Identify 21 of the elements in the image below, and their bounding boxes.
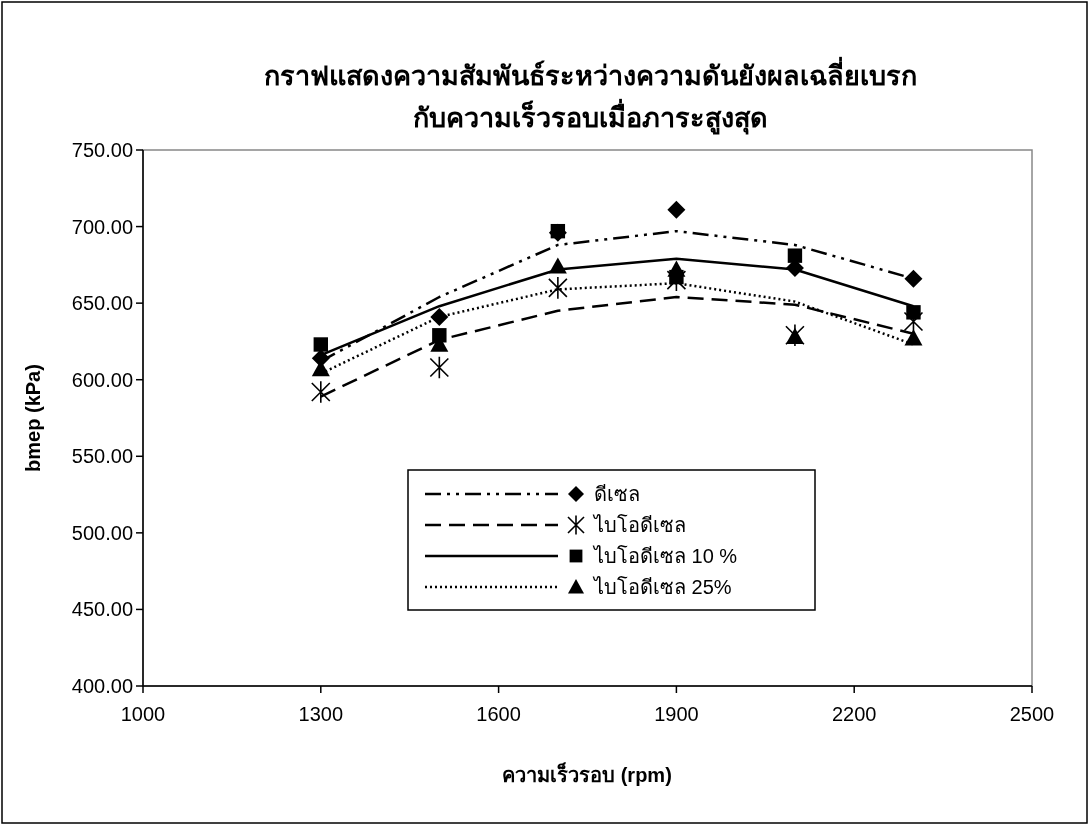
- y-tick-label: 650.00: [71, 292, 133, 315]
- legend-label: ไบโอดีเซล: [592, 514, 686, 536]
- chart-title: กราฟแสดงความสัมพันธ์ระหว่างความดันยังผลเฉลี่ยเบรก กับความเร็วรอบเมื่อภาระสูงสุด: [263, 56, 917, 135]
- legend-label: ไบโอดีเซล 10 %: [592, 545, 738, 567]
- x-axis-title: ความเร็วรอบ (rpm): [502, 762, 672, 786]
- y-tick-label: 500.00: [71, 521, 133, 544]
- y-tick-label: 550.00: [71, 445, 133, 468]
- y-tick-label: 600.00: [71, 368, 133, 391]
- y-tick-label: 450.00: [71, 598, 133, 621]
- x-tick-label: 2500: [1009, 703, 1055, 725]
- legend-label: ไบโอดีเซล 25%: [592, 576, 732, 598]
- y-tick-label: 750.00: [71, 139, 133, 161]
- x-tick-label: 1900: [654, 703, 699, 725]
- x-tick-label: 1000: [120, 703, 166, 725]
- y-axis-title: bmep (kPa): [22, 364, 44, 472]
- y-tick-label: 700.00: [71, 215, 133, 238]
- x-tick-label: 1300: [298, 703, 344, 725]
- x-tick-label: 1600: [476, 703, 521, 725]
- y-tick-label: 400.00: [71, 675, 133, 697]
- legend-label: ดีเซล: [594, 483, 640, 505]
- x-tick-label: 2200: [831, 703, 877, 725]
